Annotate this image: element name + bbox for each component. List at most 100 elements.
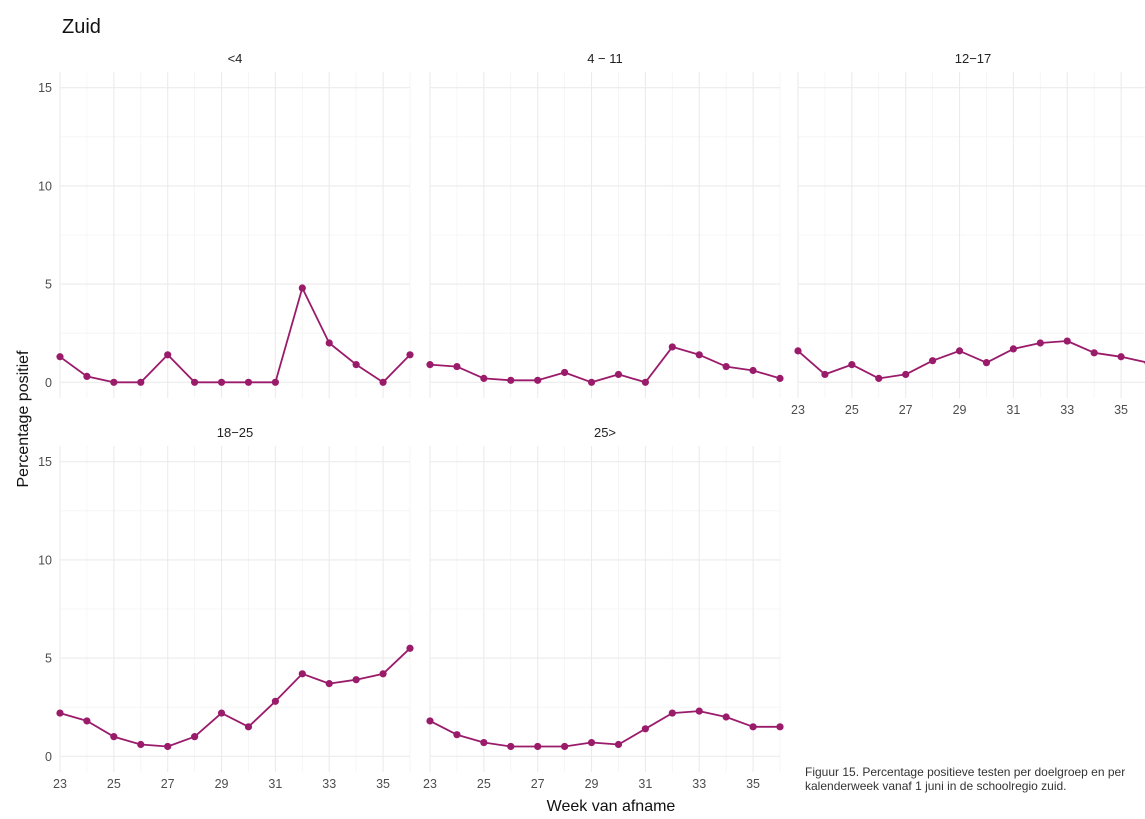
- data-point: [480, 738, 488, 747]
- data-point: [1009, 345, 1017, 353]
- facet-panels: <4 0 5 10 15 4 − 11 12−17 23 25 27 29 31 33 35 18−25 0 5…: [38, 51, 1145, 791]
- data-point: [848, 361, 856, 369]
- panel-title: 12−17: [955, 51, 992, 66]
- data-point: [668, 709, 676, 717]
- x-tick-label: 33: [322, 777, 336, 791]
- y-tick-label: 10: [38, 553, 52, 567]
- y-tick-label: 10: [38, 179, 52, 193]
- data-point: [110, 733, 118, 741]
- data-point: [352, 361, 360, 369]
- data-point: [352, 676, 360, 684]
- x-tick-label: 23: [423, 777, 437, 791]
- panel-title: 25>: [594, 425, 616, 440]
- x-tick-label: 25: [845, 403, 859, 417]
- data-point: [668, 343, 676, 351]
- series-line: [59, 647, 411, 748]
- data-point: [534, 742, 542, 751]
- data-point: [217, 709, 226, 717]
- y-tick-label: 15: [38, 455, 52, 469]
- x-tick-label: 29: [215, 777, 229, 791]
- x-axis-label: Week van afname: [547, 798, 676, 815]
- data-point: [217, 378, 226, 386]
- panel-title: 18−25: [217, 425, 254, 440]
- data-point: [534, 376, 542, 384]
- x-tick-label: 25: [477, 777, 491, 791]
- y-tick-label: 15: [38, 81, 52, 95]
- series-line: [797, 340, 1145, 380]
- data-point: [561, 742, 569, 751]
- data-point: [244, 378, 253, 386]
- x-tick-label: 33: [1060, 403, 1074, 417]
- data-point: [722, 713, 730, 721]
- x-tick-label: 35: [746, 777, 760, 791]
- x-tick-label: 35: [376, 777, 390, 791]
- data-point: [587, 378, 596, 386]
- figure-title: Zuid: [62, 16, 101, 38]
- series-line: [59, 287, 411, 384]
- data-point: [587, 738, 596, 747]
- x-tick-label: 27: [161, 777, 175, 791]
- x-tick-label: 29: [585, 777, 599, 791]
- x-tick-label: 23: [53, 777, 67, 791]
- data-point: [821, 370, 829, 379]
- y-tick-label: 5: [45, 652, 52, 666]
- data-point: [191, 733, 199, 741]
- panel-title: 4 − 11: [587, 51, 623, 66]
- y-tick-label: 0: [45, 750, 52, 764]
- figure-caption: Figuur 15. Percentage positieve testen p…: [805, 765, 1126, 793]
- x-tick-label: 27: [899, 403, 913, 417]
- data-point: [191, 378, 199, 386]
- data-point: [776, 374, 784, 382]
- data-point: [406, 351, 414, 359]
- data-point: [379, 670, 387, 678]
- data-point: [56, 709, 64, 717]
- data-point: [137, 740, 145, 749]
- data-point: [614, 740, 623, 749]
- x-tick-label: 31: [1006, 403, 1020, 417]
- data-point: [480, 374, 488, 382]
- data-point: [406, 644, 414, 652]
- data-point: [426, 361, 434, 369]
- data-point: [902, 370, 910, 379]
- data-point: [695, 351, 703, 359]
- data-point: [271, 697, 279, 705]
- series-line: [429, 345, 781, 384]
- data-point: [137, 378, 145, 386]
- data-point: [695, 707, 703, 715]
- data-point: [56, 353, 64, 361]
- data-point: [298, 670, 306, 678]
- series-line: [429, 710, 780, 748]
- data-point: [298, 284, 306, 292]
- data-point: [875, 374, 883, 382]
- y-tick-label: 5: [45, 278, 52, 292]
- x-tick-label: 33: [692, 777, 706, 791]
- data-point: [507, 742, 515, 751]
- data-point: [426, 717, 434, 725]
- data-point: [110, 378, 118, 386]
- data-point: [1063, 337, 1071, 345]
- data-point: [83, 372, 91, 380]
- data-point: [453, 362, 461, 371]
- y-axis-label: Percentage positief: [15, 350, 32, 488]
- data-point: [244, 723, 253, 731]
- data-point: [453, 731, 461, 739]
- x-tick-label: 25: [107, 777, 121, 791]
- data-point: [982, 359, 991, 367]
- x-tick-label: 31: [268, 777, 282, 791]
- data-point: [1090, 349, 1098, 357]
- data-point: [325, 339, 333, 347]
- data-point: [561, 368, 569, 377]
- data-point: [641, 725, 649, 733]
- x-tick-label: 27: [531, 777, 545, 791]
- x-tick-label: 35: [1114, 403, 1128, 417]
- facet-panel: 25> 23 25 27 29 31 33 35: [423, 425, 784, 791]
- data-point: [776, 723, 784, 731]
- panel-title: <4: [228, 51, 243, 66]
- data-point: [507, 376, 515, 384]
- data-point: [794, 347, 802, 355]
- data-point: [929, 357, 937, 365]
- x-tick-label: 29: [953, 403, 967, 417]
- data-point: [749, 723, 757, 731]
- data-point: [614, 370, 623, 379]
